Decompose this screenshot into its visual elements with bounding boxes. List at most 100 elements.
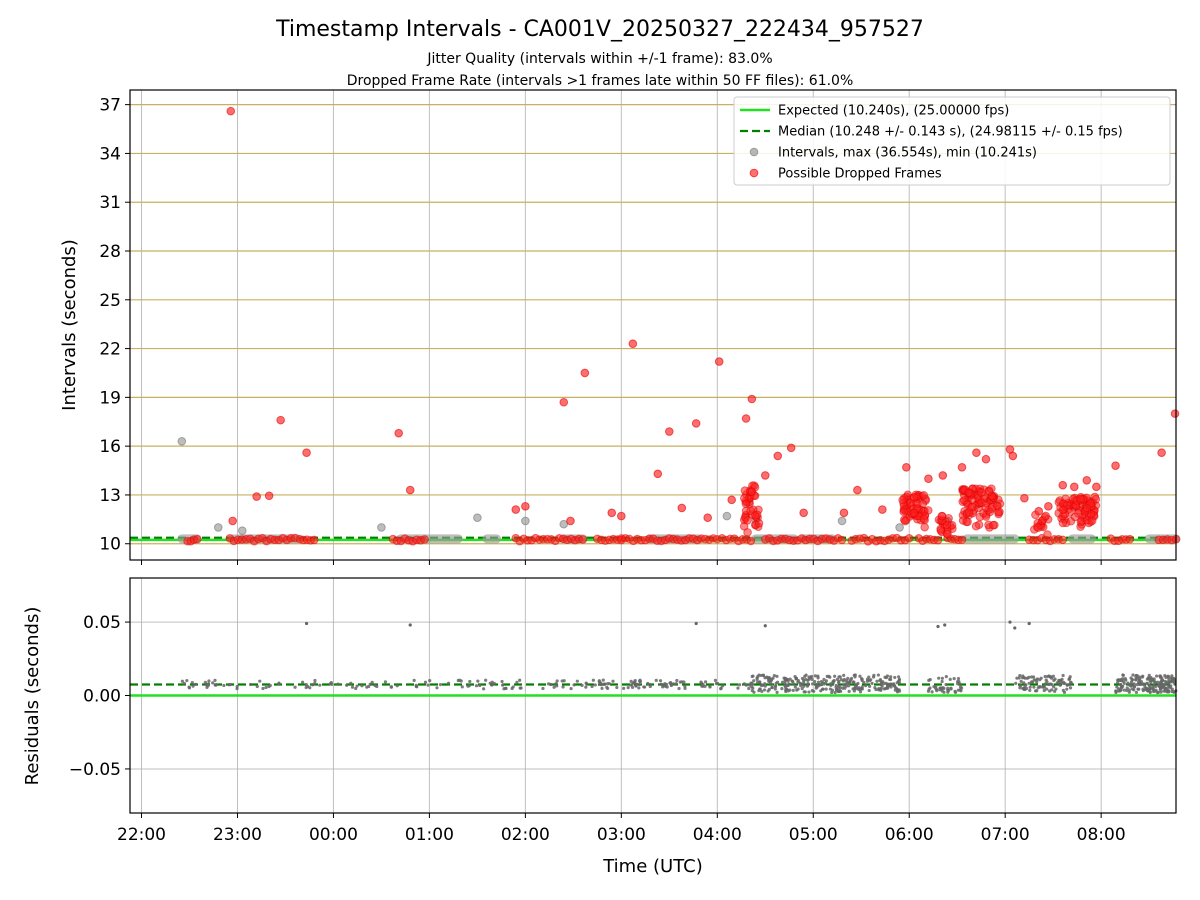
bottom-residual-point: [819, 689, 823, 693]
bottom-residual-point: [893, 675, 897, 680]
bottom-residual-point: [211, 681, 215, 685]
bottom-residual-point: [775, 690, 779, 695]
bottom-residual-point: [637, 682, 642, 687]
bottom-panel-y-axis-label: Residuals (seconds): [22, 607, 43, 786]
bottom-residual-point: [937, 676, 941, 680]
top-dropped-frame-point: [909, 508, 919, 518]
top-panel-y-ticks: 10 13 16 19 22 25 28 31 34 37: [99, 96, 130, 555]
bottom-residual-point: [1141, 682, 1145, 686]
bottom-residual-point: [1134, 678, 1138, 682]
bottom-residual-point: [737, 683, 742, 687]
bottom-residual-point: [561, 685, 565, 689]
bottom-residual-point: [837, 681, 841, 685]
bottom-residual-point: [518, 678, 522, 682]
bottom-residual-point: [634, 684, 638, 688]
bottom-residual-point: [956, 679, 960, 684]
bottom-residual-point: [328, 682, 332, 686]
bottom-residual-point: [744, 683, 748, 687]
x-tick-label: 08:00: [1077, 825, 1126, 845]
bottom-residual-point: [1069, 681, 1073, 685]
bottom-residual-point: [675, 678, 679, 683]
bottom-residual-point: [1126, 681, 1130, 685]
bottom-residual-point: [484, 678, 488, 682]
bottom-residual-point: [300, 680, 305, 684]
bottom-residual-point: [1170, 689, 1174, 694]
bottom-residual-point: [476, 679, 480, 683]
bottom-residual-point: [203, 680, 208, 684]
chart-subtitle-jitter: Jitter Quality (intervals within +/-1 fr…: [426, 51, 772, 67]
bottom-residual-point: [412, 678, 416, 683]
bottom-residual-point: [668, 681, 672, 685]
top-interval-point: [895, 523, 904, 532]
bottom-residual-point: [842, 673, 846, 677]
bottom-residual-point: [1132, 682, 1136, 686]
top-dropped-frame-point: [957, 535, 967, 545]
bottom-residual-point: [830, 690, 834, 695]
bottom-residual-point: [714, 681, 718, 686]
bottom-residual-point: [1122, 688, 1126, 692]
bottom-residual-point: [788, 688, 792, 692]
bottom-residual-point: [414, 683, 418, 687]
bottom-y-tick-label: 0.05: [83, 613, 121, 633]
bottom-residual-point: [1163, 679, 1167, 683]
bottom-residual-point: [1042, 688, 1046, 693]
bottom-residual-point: [837, 675, 841, 679]
bottom-residual-point: [555, 679, 559, 683]
top-dropped-frame-point: [420, 535, 429, 544]
bottom-residual-point: [829, 682, 833, 686]
top-dropped-frame-point: [878, 505, 887, 514]
top-dropped-frame-point: [963, 517, 972, 527]
bottom-residual-point: [814, 684, 819, 689]
bottom-residual-point: [792, 682, 796, 686]
bottom-residual-point: [658, 679, 663, 683]
bottom-residual-point: [1067, 683, 1071, 687]
bottom-residual-point: [643, 685, 647, 689]
bottom-residual-point: [648, 684, 652, 689]
top-dropped-frame-point: [937, 511, 947, 521]
bottom-residual-point: [944, 682, 948, 687]
bottom-residual-point: [846, 682, 850, 686]
bottom-residual-outlier-point: [1008, 620, 1012, 624]
bottom-residual-point: [1023, 687, 1027, 691]
bottom-residual-point: [785, 687, 789, 692]
bottom-residual-point: [1127, 688, 1131, 692]
bottom-residual-point: [482, 687, 486, 691]
bottom-residual-point: [758, 680, 762, 685]
bottom-residual-point: [622, 686, 626, 690]
top-dropped-frame-point: [853, 485, 862, 495]
bottom-residual-point: [769, 678, 773, 682]
bottom-residual-point: [678, 680, 682, 684]
bottom-residual-point: [355, 684, 359, 688]
top-y-tick-label: 37: [99, 96, 121, 116]
bottom-residual-point: [952, 677, 956, 681]
top-dropped-frame-point: [1125, 534, 1135, 544]
bottom-residual-point: [791, 688, 795, 693]
bottom-residual-point: [1148, 690, 1152, 694]
bottom-residual-point: [373, 683, 377, 688]
top-interval-point: [521, 516, 530, 526]
bottom-residual-point: [1134, 690, 1139, 695]
top-panel-y-axis-label: Intervals (seconds): [59, 239, 80, 411]
bottom-residual-point: [858, 674, 862, 678]
bottom-residual-point: [860, 677, 864, 681]
bottom-residual-point: [190, 681, 194, 685]
bottom-residual-point: [182, 681, 186, 686]
bottom-residual-point: [1114, 690, 1118, 695]
bottom-residual-point: [813, 679, 817, 684]
bottom-residual-point: [368, 682, 372, 686]
bottom-residual-point: [897, 675, 901, 679]
bottom-residual-point: [847, 689, 851, 693]
bottom-residual-point: [228, 682, 233, 687]
bottom-residual-point: [478, 683, 482, 688]
bottom-residual-point: [701, 684, 705, 688]
bottom-residual-point: [584, 685, 588, 689]
bottom-residual-point: [1045, 687, 1049, 691]
bottom-residual-point: [889, 675, 893, 679]
bottom-residual-point: [876, 673, 881, 677]
bottom-residual-point: [769, 682, 773, 686]
top-dropped-frame-point: [1076, 494, 1085, 504]
bottom-residual-point: [1136, 687, 1140, 691]
top-dropped-frame-point: [977, 498, 986, 508]
x-tick-label: 03:00: [597, 825, 646, 845]
bottom-residual-point: [1023, 676, 1027, 680]
